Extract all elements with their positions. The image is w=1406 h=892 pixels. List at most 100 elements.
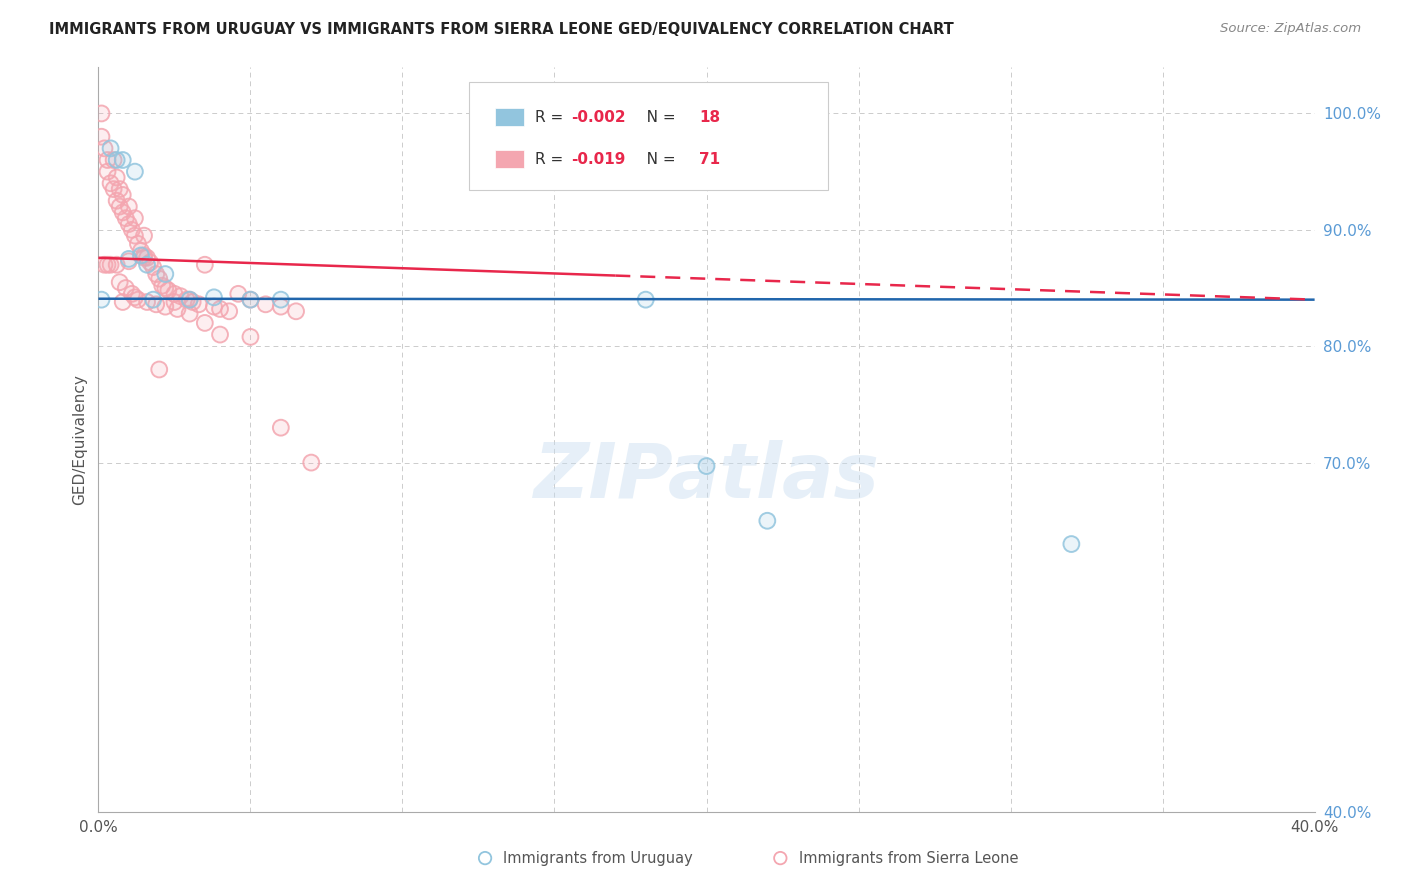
Point	[90, 129, 112, 144]
Point	[166, 301, 188, 316]
Point	[169, 289, 191, 303]
Point	[142, 260, 165, 274]
Point	[179, 293, 201, 307]
Point	[148, 271, 170, 285]
Point	[108, 182, 131, 196]
FancyBboxPatch shape	[495, 150, 524, 168]
Point	[155, 300, 177, 314]
Point	[157, 284, 180, 298]
Point	[127, 293, 149, 307]
Point	[111, 205, 134, 219]
Point	[139, 255, 162, 269]
Point	[696, 459, 718, 474]
Point	[209, 327, 232, 342]
Point	[155, 281, 177, 295]
Point	[121, 286, 143, 301]
Point	[239, 330, 262, 344]
Point	[299, 456, 322, 470]
Point	[163, 286, 186, 301]
Point	[105, 153, 128, 167]
Point	[194, 316, 217, 330]
Point	[634, 293, 657, 307]
Point	[124, 228, 146, 243]
Point	[139, 255, 162, 269]
Point	[136, 251, 159, 265]
Point	[254, 297, 277, 311]
Point	[155, 267, 177, 281]
Point	[150, 278, 173, 293]
Point	[148, 362, 170, 376]
Text: IMMIGRANTS FROM URUGUAY VS IMMIGRANTS FROM SIERRA LEONE GED/EQUIVALENCY CORRELAT: IMMIGRANTS FROM URUGUAY VS IMMIGRANTS FR…	[49, 22, 953, 37]
Point	[118, 254, 141, 268]
Text: R =: R =	[536, 110, 568, 125]
Point	[111, 188, 134, 202]
Point	[187, 297, 209, 311]
Text: R =: R =	[536, 152, 568, 167]
Point	[166, 301, 188, 316]
Point	[634, 293, 657, 307]
Point	[103, 182, 125, 196]
Point	[202, 300, 225, 314]
Text: N =: N =	[633, 110, 681, 125]
Point	[209, 301, 232, 316]
Point	[194, 258, 217, 272]
Point	[111, 205, 134, 219]
Point	[105, 194, 128, 208]
Point	[155, 300, 177, 314]
Text: 71: 71	[699, 152, 720, 167]
Point	[100, 258, 122, 272]
Point	[142, 293, 165, 307]
Point	[1060, 537, 1083, 551]
Point	[118, 200, 141, 214]
Point	[111, 153, 134, 167]
Point	[108, 200, 131, 214]
Point	[129, 248, 152, 262]
Point	[111, 295, 134, 310]
Point	[132, 248, 155, 262]
Point	[118, 200, 141, 214]
Point	[218, 304, 240, 318]
Point	[103, 182, 125, 196]
Point	[105, 194, 128, 208]
Point	[96, 153, 118, 167]
Point	[179, 293, 201, 307]
Point	[163, 295, 186, 310]
Point	[127, 293, 149, 307]
Text: -0.002: -0.002	[571, 110, 626, 125]
Text: N =: N =	[633, 152, 681, 167]
Point	[270, 420, 292, 434]
FancyBboxPatch shape	[495, 108, 524, 126]
Point	[209, 327, 232, 342]
Point	[299, 456, 322, 470]
Point	[187, 297, 209, 311]
Text: Source: ZipAtlas.com: Source: ZipAtlas.com	[1220, 22, 1361, 36]
Point	[239, 293, 262, 307]
Point	[124, 164, 146, 178]
Point	[145, 267, 167, 281]
Text: 18: 18	[699, 110, 720, 125]
Point	[239, 293, 262, 307]
Point	[129, 244, 152, 258]
Point	[105, 153, 128, 167]
Point	[111, 188, 134, 202]
Text: -0.019: -0.019	[571, 152, 626, 167]
Point	[226, 286, 249, 301]
Point	[226, 286, 249, 301]
Point	[169, 289, 191, 303]
Point	[148, 362, 170, 376]
Point	[127, 236, 149, 251]
Point	[239, 330, 262, 344]
Point	[103, 153, 125, 167]
Point	[124, 228, 146, 243]
Point	[136, 251, 159, 265]
Point	[124, 164, 146, 178]
Point	[270, 293, 292, 307]
Point	[145, 267, 167, 281]
Point	[108, 275, 131, 289]
Point	[696, 459, 718, 474]
Y-axis label: GED/Equivalency: GED/Equivalency	[72, 374, 87, 505]
Point	[118, 254, 141, 268]
Point	[124, 290, 146, 304]
Point	[118, 217, 141, 231]
Point	[96, 153, 118, 167]
